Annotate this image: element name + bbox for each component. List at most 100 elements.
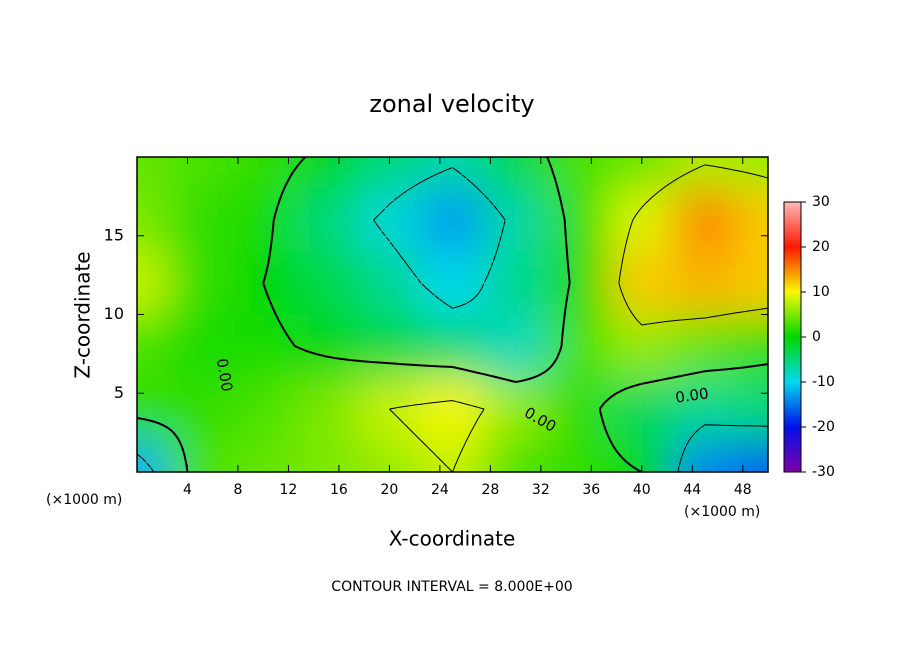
field-cell bbox=[420, 314, 485, 378]
field-cell bbox=[736, 157, 768, 189]
field-cell bbox=[484, 188, 548, 252]
field-cell bbox=[357, 251, 421, 315]
colorbar-tick-label: 20 bbox=[812, 239, 830, 255]
colorbar-segment bbox=[784, 427, 801, 472]
field-cell bbox=[673, 251, 737, 315]
field-cell bbox=[736, 188, 768, 252]
field-cell bbox=[547, 188, 611, 252]
y-axis-label: Z-coordinate bbox=[71, 251, 95, 378]
x-unit: (×1000 m) bbox=[684, 504, 760, 520]
field-cell bbox=[547, 157, 611, 189]
x-tick-label: 12 bbox=[280, 482, 298, 498]
field-cell bbox=[420, 377, 485, 441]
contours bbox=[137, 157, 768, 472]
colorbar-tick-label: 0 bbox=[812, 329, 821, 345]
field-cell bbox=[137, 440, 169, 472]
field-cell bbox=[673, 314, 737, 378]
field-cell bbox=[168, 157, 232, 189]
field-cell bbox=[484, 440, 548, 472]
field-cell bbox=[547, 314, 611, 378]
field-cell bbox=[357, 188, 421, 252]
field-cell bbox=[484, 314, 548, 378]
field-cell bbox=[736, 377, 768, 441]
colorbar-tick-label: 10 bbox=[812, 284, 830, 300]
field-cell bbox=[673, 157, 737, 189]
field-cell bbox=[420, 188, 485, 252]
colorbar-tick-label: -20 bbox=[812, 419, 835, 435]
field-cell bbox=[357, 314, 421, 378]
x-tick-label: 44 bbox=[683, 482, 701, 498]
field-cell bbox=[484, 157, 548, 189]
contour-label: 0.00 bbox=[674, 384, 710, 406]
field-cell bbox=[137, 157, 169, 189]
field-cell bbox=[231, 314, 295, 378]
contour-line bbox=[389, 164, 768, 472]
field-cell bbox=[547, 251, 611, 315]
field-cell bbox=[294, 440, 358, 472]
colorbar-segment bbox=[784, 292, 801, 337]
field-cell bbox=[231, 440, 295, 472]
x-tick-label: 48 bbox=[734, 482, 752, 498]
y-tick-label: 5 bbox=[114, 383, 124, 402]
colorbar-segment bbox=[784, 247, 801, 292]
field-cell bbox=[168, 251, 232, 315]
colorbar-tick-label: -30 bbox=[812, 464, 835, 480]
contour-label: 0.00 bbox=[213, 357, 237, 393]
contour-line bbox=[137, 167, 768, 472]
field-cells bbox=[137, 157, 768, 472]
contour-note: CONTOUR INTERVAL = 8.000E+00 bbox=[331, 579, 572, 595]
x-unit: (×1000 m) bbox=[46, 492, 122, 508]
field-cell bbox=[610, 251, 674, 315]
field-cell bbox=[610, 314, 674, 378]
field-cell bbox=[294, 377, 358, 441]
colorbar-frame bbox=[783, 201, 802, 473]
x-axis-label: X-coordinate bbox=[389, 527, 516, 551]
colorbar-tick-label: -10 bbox=[812, 374, 835, 390]
x-tick-label: 20 bbox=[380, 482, 398, 498]
y-tick-label: 10 bbox=[104, 304, 124, 323]
colorbar-segment bbox=[784, 382, 801, 427]
field-cell bbox=[610, 377, 674, 441]
field-cell bbox=[231, 377, 295, 441]
x-tick-label: 4 bbox=[183, 482, 192, 498]
field-cell bbox=[137, 314, 169, 378]
chart-title: zonal velocity bbox=[369, 90, 534, 118]
x-tick-label: 28 bbox=[481, 482, 499, 498]
field-cell bbox=[420, 251, 485, 315]
x-tick-label: 32 bbox=[532, 482, 550, 498]
colorbar-tick-label: 30 bbox=[812, 194, 830, 210]
field-cell bbox=[610, 188, 674, 252]
field-cell bbox=[168, 188, 232, 252]
x-tick-label: 40 bbox=[633, 482, 651, 498]
field-cell bbox=[137, 188, 169, 252]
x-tick-label: 16 bbox=[330, 482, 348, 498]
x-tick-label: 8 bbox=[233, 482, 242, 498]
field-cell bbox=[673, 188, 737, 252]
field-cell bbox=[294, 251, 358, 315]
field-cell bbox=[231, 188, 295, 252]
field-cell bbox=[547, 440, 611, 472]
field-cell bbox=[484, 251, 548, 315]
field-cell bbox=[484, 377, 548, 441]
field-cell bbox=[736, 251, 768, 315]
field-cell bbox=[673, 440, 737, 472]
field-cell bbox=[137, 377, 169, 441]
colorbar-segment bbox=[784, 202, 801, 247]
field-cell bbox=[673, 377, 737, 441]
field-cell bbox=[294, 157, 358, 189]
x-tick-label: 36 bbox=[582, 482, 600, 498]
field-cell bbox=[736, 440, 768, 472]
field-cell bbox=[294, 314, 358, 378]
field-cell bbox=[137, 251, 169, 315]
colorbar-segment bbox=[784, 337, 801, 382]
field-cell bbox=[420, 157, 485, 189]
y-tick-label: 15 bbox=[104, 225, 124, 244]
x-tick-label: 24 bbox=[431, 482, 449, 498]
field-cell bbox=[168, 377, 232, 441]
field-cell bbox=[168, 314, 232, 378]
field-cell bbox=[231, 157, 295, 189]
field-cell bbox=[420, 440, 485, 472]
field-cell bbox=[168, 440, 232, 472]
field bbox=[137, 157, 768, 472]
